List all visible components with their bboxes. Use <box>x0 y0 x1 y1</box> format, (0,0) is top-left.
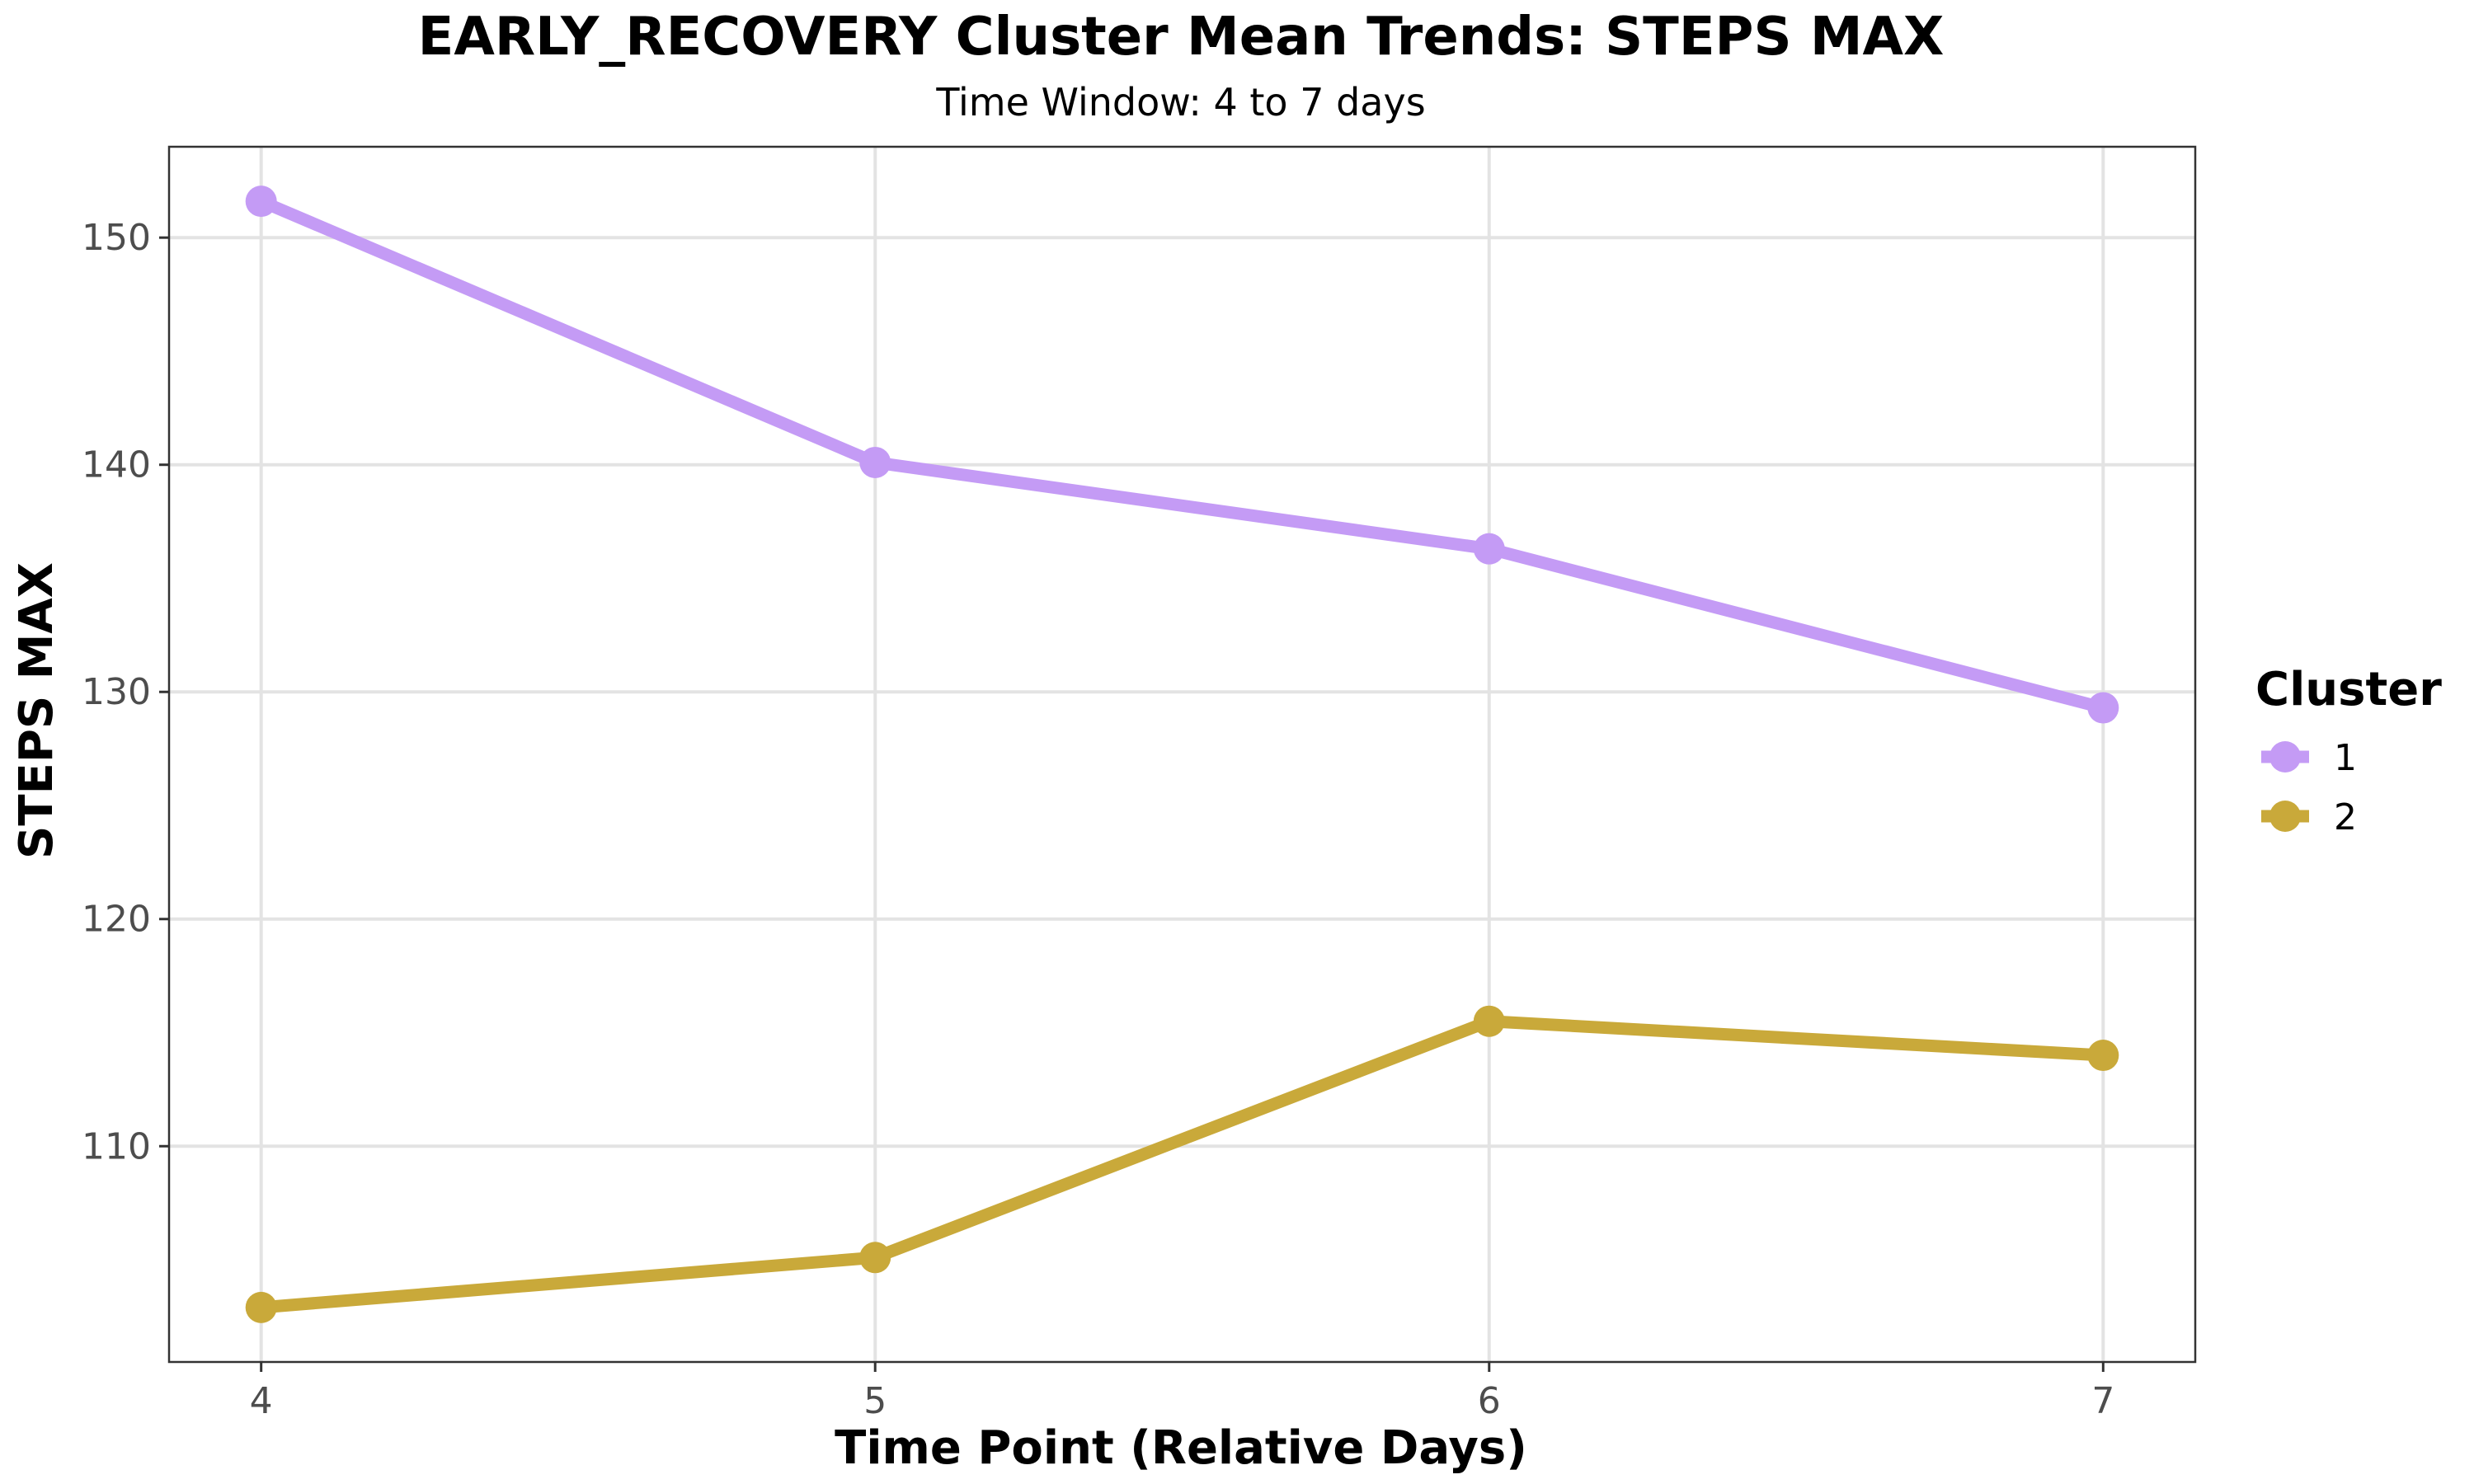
legend-item-1: 1 <box>2261 737 2357 779</box>
legend-key-point <box>2269 801 2301 832</box>
chart-title: EARLY_RECOVERY Cluster Mean Trends: STEP… <box>418 7 1945 68</box>
chart-subtitle: Time Window: 4 to 7 days <box>935 80 1425 124</box>
series-1-point <box>245 186 277 218</box>
series-2-point <box>245 1291 277 1323</box>
x-tick-label: 5 <box>863 1380 887 1422</box>
legend: Cluster 1 2 <box>2255 663 2442 838</box>
series-2-line <box>261 1015 2104 1314</box>
y-tick-label: 120 <box>82 899 151 941</box>
series-2-point <box>1473 1005 1505 1037</box>
legend-label: 1 <box>2334 737 2357 779</box>
y-tick-label: 110 <box>82 1125 151 1167</box>
x-tick-label: 7 <box>2091 1380 2114 1422</box>
plot-panel-border <box>167 145 2197 1364</box>
series-2 <box>245 1005 2119 1323</box>
x-axis-title: Time Point (Relative Days) <box>835 1421 1527 1475</box>
legend-item-2: 2 <box>2261 796 2357 838</box>
legend-label: 2 <box>2334 796 2357 838</box>
series-2-point <box>2087 1040 2119 1072</box>
y-tick-label: 140 <box>82 444 151 486</box>
legend-key-point <box>2269 741 2301 773</box>
x-tick-label: 4 <box>250 1380 273 1422</box>
series-layer <box>245 186 2119 1323</box>
y-tick-label: 150 <box>82 217 151 259</box>
x-tick-label: 6 <box>1478 1380 1501 1422</box>
series-1-line <box>258 195 2105 714</box>
series-2-point <box>859 1242 891 1274</box>
series-1 <box>245 186 2119 724</box>
y-axis-title: STEPS MAX <box>10 562 63 859</box>
gridlines <box>169 147 2195 1362</box>
series-1-point <box>859 446 891 478</box>
series-1-point <box>2087 692 2119 724</box>
series-1-point <box>1473 533 1505 565</box>
legend-title: Cluster <box>2255 663 2442 716</box>
y-tick-label: 130 <box>82 671 151 713</box>
axis-ticks: 110 120 130 140 150 4 5 6 7 <box>82 217 2114 1422</box>
